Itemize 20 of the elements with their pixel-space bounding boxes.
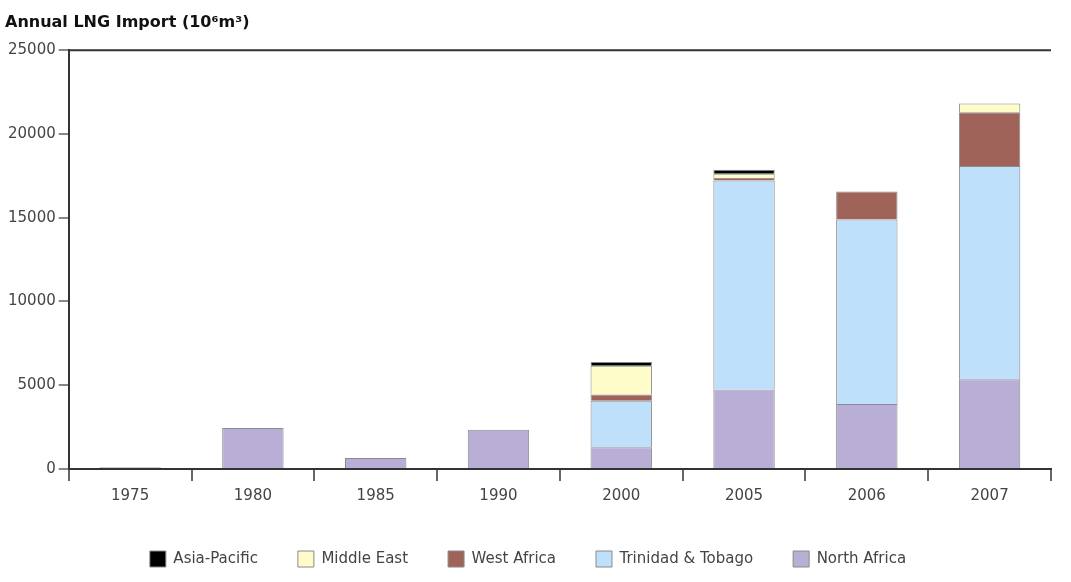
x-tick-label: 2000 xyxy=(602,485,641,504)
x-tick-label: 1975 xyxy=(111,485,150,504)
x-tick-label: 2007 xyxy=(970,485,1009,504)
y-tick-label: 5000 xyxy=(17,375,56,394)
x-tick-label: 1985 xyxy=(356,485,395,504)
y-tick-label: 10000 xyxy=(8,291,56,310)
x-tick-label: 1980 xyxy=(233,485,272,504)
chart-title: Annual LNG Import (10⁶m³) xyxy=(5,11,250,31)
legend-label: Trinidad & Tobago xyxy=(618,548,754,567)
legend-label: West Africa xyxy=(471,548,557,567)
y-tick-label: 25000 xyxy=(8,40,56,59)
x-tick-label: 2005 xyxy=(724,485,764,504)
legend-label: North Africa xyxy=(816,548,907,567)
x-tick-label: 2006 xyxy=(847,485,886,504)
y-tick-label: 20000 xyxy=(8,123,56,142)
legend-label: Middle East xyxy=(321,548,409,567)
y-tick-label: 15000 xyxy=(8,207,56,226)
y-tick-label: 0 xyxy=(46,458,56,477)
legend-label: Asia-Pacific xyxy=(173,548,258,567)
x-tick-label: 1990 xyxy=(479,485,518,504)
